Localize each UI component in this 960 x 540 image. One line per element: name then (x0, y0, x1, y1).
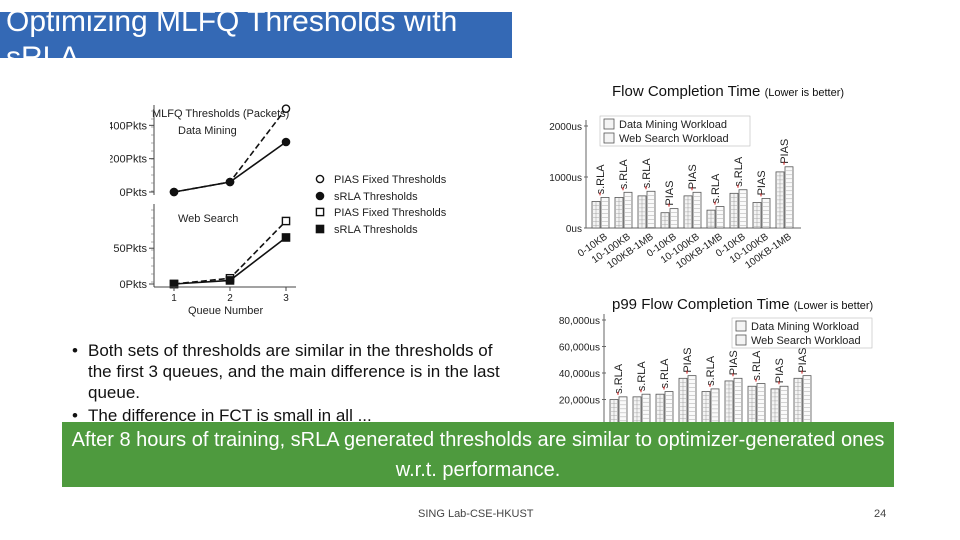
bar-label: PIAS (774, 358, 786, 383)
y-tick-label: 80,000us (559, 316, 600, 327)
bar (600, 197, 610, 229)
bar (692, 191, 702, 229)
bar (646, 190, 656, 229)
legend-marker (315, 224, 325, 234)
bar-label: PIAS (797, 348, 809, 373)
chart-title: MLFQ Thresholds (Packets) (152, 108, 289, 120)
panel-label-web-search: Web Search (178, 213, 238, 225)
bar-label: s.RLA (595, 164, 607, 195)
y-tick-label: 0us (566, 224, 582, 235)
p99-bar-chart: 80,000us 60,000us 40,000us 20,000us s.RLA s.R… (559, 314, 873, 424)
bar (710, 388, 720, 424)
data-point (281, 216, 291, 226)
y-tick-label: 2000us (549, 122, 582, 133)
bar (733, 377, 743, 424)
page-number: 24 (874, 508, 887, 520)
data-point (281, 137, 291, 147)
title-bar: Optimizing MLFQ Thresholds with sRLA (0, 12, 512, 58)
bar (779, 385, 789, 424)
data-point (281, 233, 291, 242)
p99-chart-title: p99 Flow Completion Time (Lower is bette… (612, 296, 873, 313)
bar-label: PIAS (728, 350, 740, 375)
bar (623, 191, 633, 229)
x-tick-label: 3 (283, 293, 289, 304)
fct-chart-title: Flow Completion Time (Lower is better) (612, 83, 844, 100)
bar-label: s.RLA (618, 159, 630, 190)
bar (761, 198, 771, 229)
bar (618, 396, 628, 424)
conclusion-banner: After 8 hours of training, sRLA generate… (62, 422, 894, 487)
fct-title-text: Flow Completion Time (612, 83, 761, 100)
legend-label: sRLA Thresholds (334, 224, 418, 236)
data-point (281, 104, 291, 113)
bar (641, 393, 651, 424)
x-tick-label: 2 (227, 293, 233, 304)
legend-label: PIAS Fixed Thresholds (334, 174, 447, 186)
bar-label: PIAS (664, 181, 676, 206)
legend-swatch (603, 132, 615, 144)
legend-box (599, 115, 751, 147)
bar-label: PIAS (779, 139, 791, 164)
y-tick-label: 20,000us (559, 396, 600, 407)
bar (669, 208, 679, 229)
legend-marker (315, 207, 325, 217)
data-point (225, 276, 235, 285)
data-point (225, 177, 235, 187)
y-tick-label: 200Pkts (110, 154, 147, 166)
p99-title-text: p99 Flow Completion Time (612, 296, 790, 313)
y-tick-label: 0Pkts (119, 279, 147, 291)
legend-label: Data Mining Workload (751, 321, 859, 333)
x-axis-label: Queue Number (188, 305, 264, 317)
legend-label: PIAS Fixed Thresholds (334, 207, 447, 219)
y-tick-label: 0Pkts (119, 187, 147, 199)
legend-label: Data Mining Workload (619, 119, 727, 131)
fct-title-note: (Lower is better) (764, 87, 845, 99)
footer-text: SING Lab-CSE-HKUST (418, 508, 534, 520)
bar (715, 206, 725, 229)
bar-label: PIAS (756, 170, 768, 195)
bar-label: s.RLA (751, 350, 763, 381)
bullet-item: The difference in FCT is small in all ..… (72, 405, 512, 426)
panel-label-data-mining: Data Mining (178, 125, 237, 137)
bar-label: s.RLA (613, 363, 625, 394)
legend-box (731, 317, 873, 349)
bar-label: s.RLA (705, 355, 717, 386)
bar-label: PIAS (682, 348, 694, 373)
legend-label: sRLA Thresholds (334, 191, 418, 203)
legend-swatch (603, 118, 615, 130)
legend-label: Web Search Workload (619, 133, 729, 145)
legend-marker (315, 191, 325, 201)
p99-title-note: (Lower is better) (793, 300, 874, 312)
bullet-item: Both sets of thresholds are similar in t… (72, 340, 512, 403)
data-point (169, 187, 179, 197)
legend-swatch (735, 334, 747, 346)
legend-marker (315, 174, 325, 184)
bar-label: s.RLA (636, 361, 648, 392)
legend-swatch (735, 320, 747, 332)
thresholds-chart: MLFQ Thresholds (Packets) Queue Number 400… (110, 104, 447, 317)
bar (738, 189, 748, 229)
bar-label: s.RLA (710, 173, 722, 204)
bar-label: s.RLA (659, 358, 671, 389)
y-tick-label: 50Pkts (113, 243, 147, 255)
y-tick-label: 400Pkts (110, 120, 147, 132)
x-tick-label: 1 (171, 293, 177, 304)
fct-bar-chart: 2000us1000us0uss.RLA0-10KBs.RLA10-100KBs… (549, 115, 801, 271)
bar-label: PIAS (687, 164, 699, 189)
bar (784, 166, 794, 229)
bar-label: s.RLA (733, 156, 745, 187)
bar-label: s.RLA (641, 158, 653, 189)
y-tick-label: 60,000us (559, 343, 600, 354)
y-tick-label: 40,000us (559, 369, 600, 380)
slide-title: Optimizing MLFQ Thresholds with sRLA (6, 12, 458, 58)
y-tick-label: 1000us (549, 173, 582, 184)
legend-label: Web Search Workload (751, 335, 861, 347)
bullet-list: Both sets of thresholds are similar in t… (72, 340, 512, 428)
